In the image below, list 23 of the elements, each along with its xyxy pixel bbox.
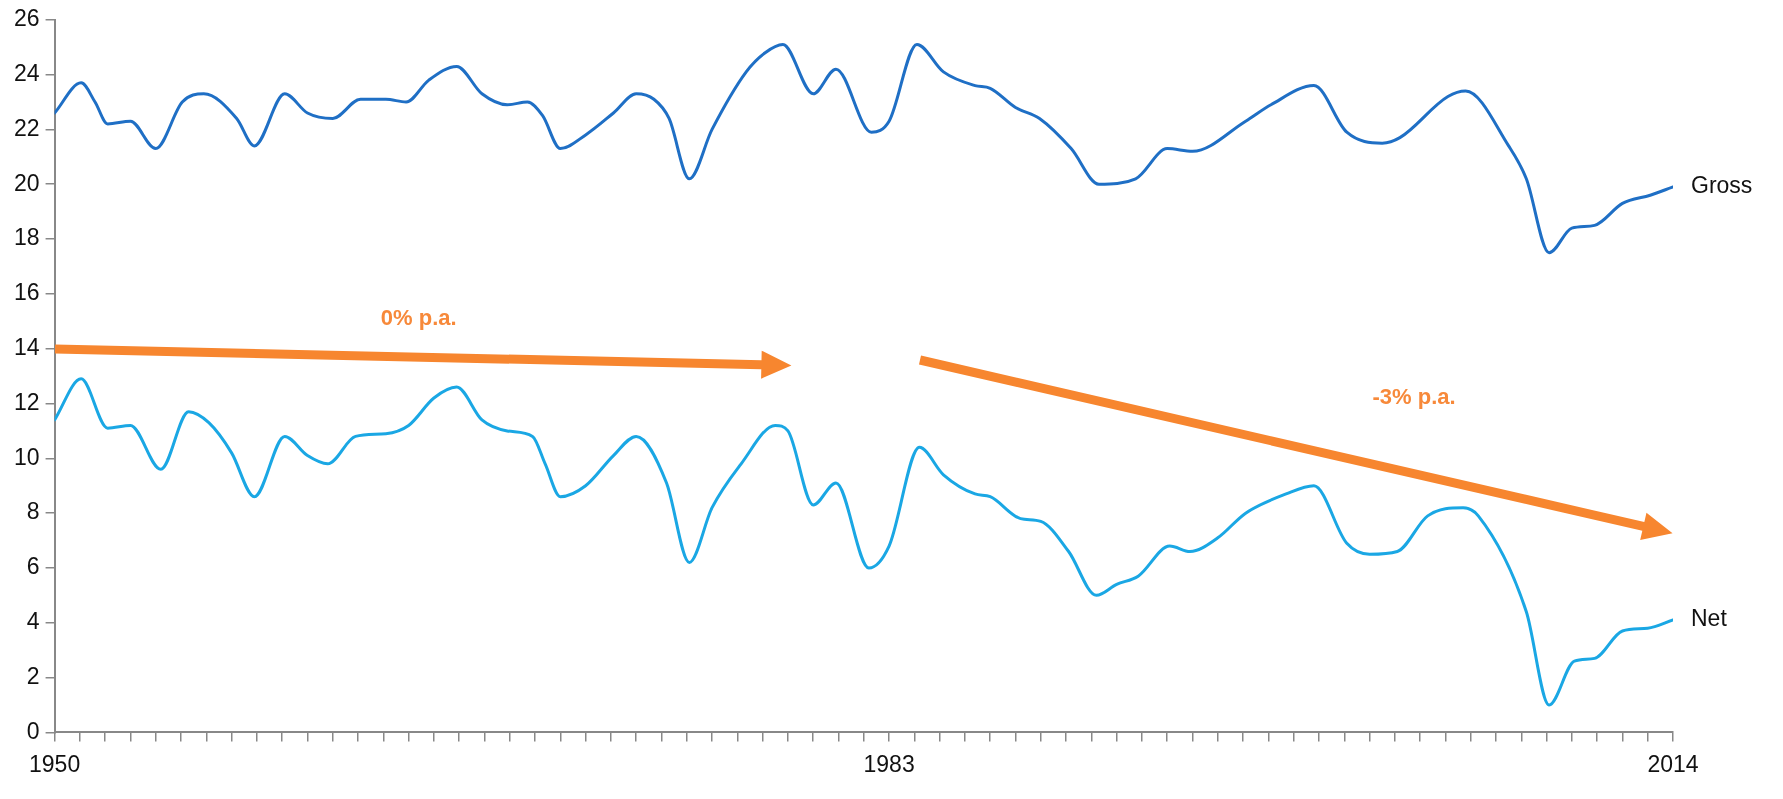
y-tick-label: 6 — [26, 553, 40, 580]
y-tick-label: 20 — [13, 169, 40, 196]
series-label: Net — [1691, 605, 1728, 632]
y-tick-label: 12 — [13, 388, 40, 415]
x-tick-label: 1983 — [863, 750, 915, 777]
y-tick-label: 0 — [26, 717, 40, 744]
line-series — [54, 42, 1673, 255]
line-series — [54, 377, 1673, 707]
y-tick-label: 16 — [13, 279, 40, 306]
y-tick-label: 24 — [13, 59, 40, 86]
y-tick-label: 4 — [26, 608, 40, 635]
y-tick-label: 26 — [13, 5, 40, 32]
annotation: 0% p.a. — [380, 305, 457, 331]
y-tick-label: 2 — [26, 662, 40, 689]
series-label: Gross — [1691, 172, 1753, 199]
y-tick-label: 18 — [13, 224, 40, 251]
y-tick-label: 14 — [13, 334, 40, 361]
annotation: -3% p.a. — [1372, 383, 1456, 409]
x-tick-label: 1950 — [29, 750, 81, 777]
y-tick-label: 10 — [13, 443, 40, 470]
y-tick-label: 22 — [13, 114, 40, 141]
y-tick-label: 8 — [26, 498, 40, 525]
x-tick-label: 2014 — [1647, 750, 1699, 777]
